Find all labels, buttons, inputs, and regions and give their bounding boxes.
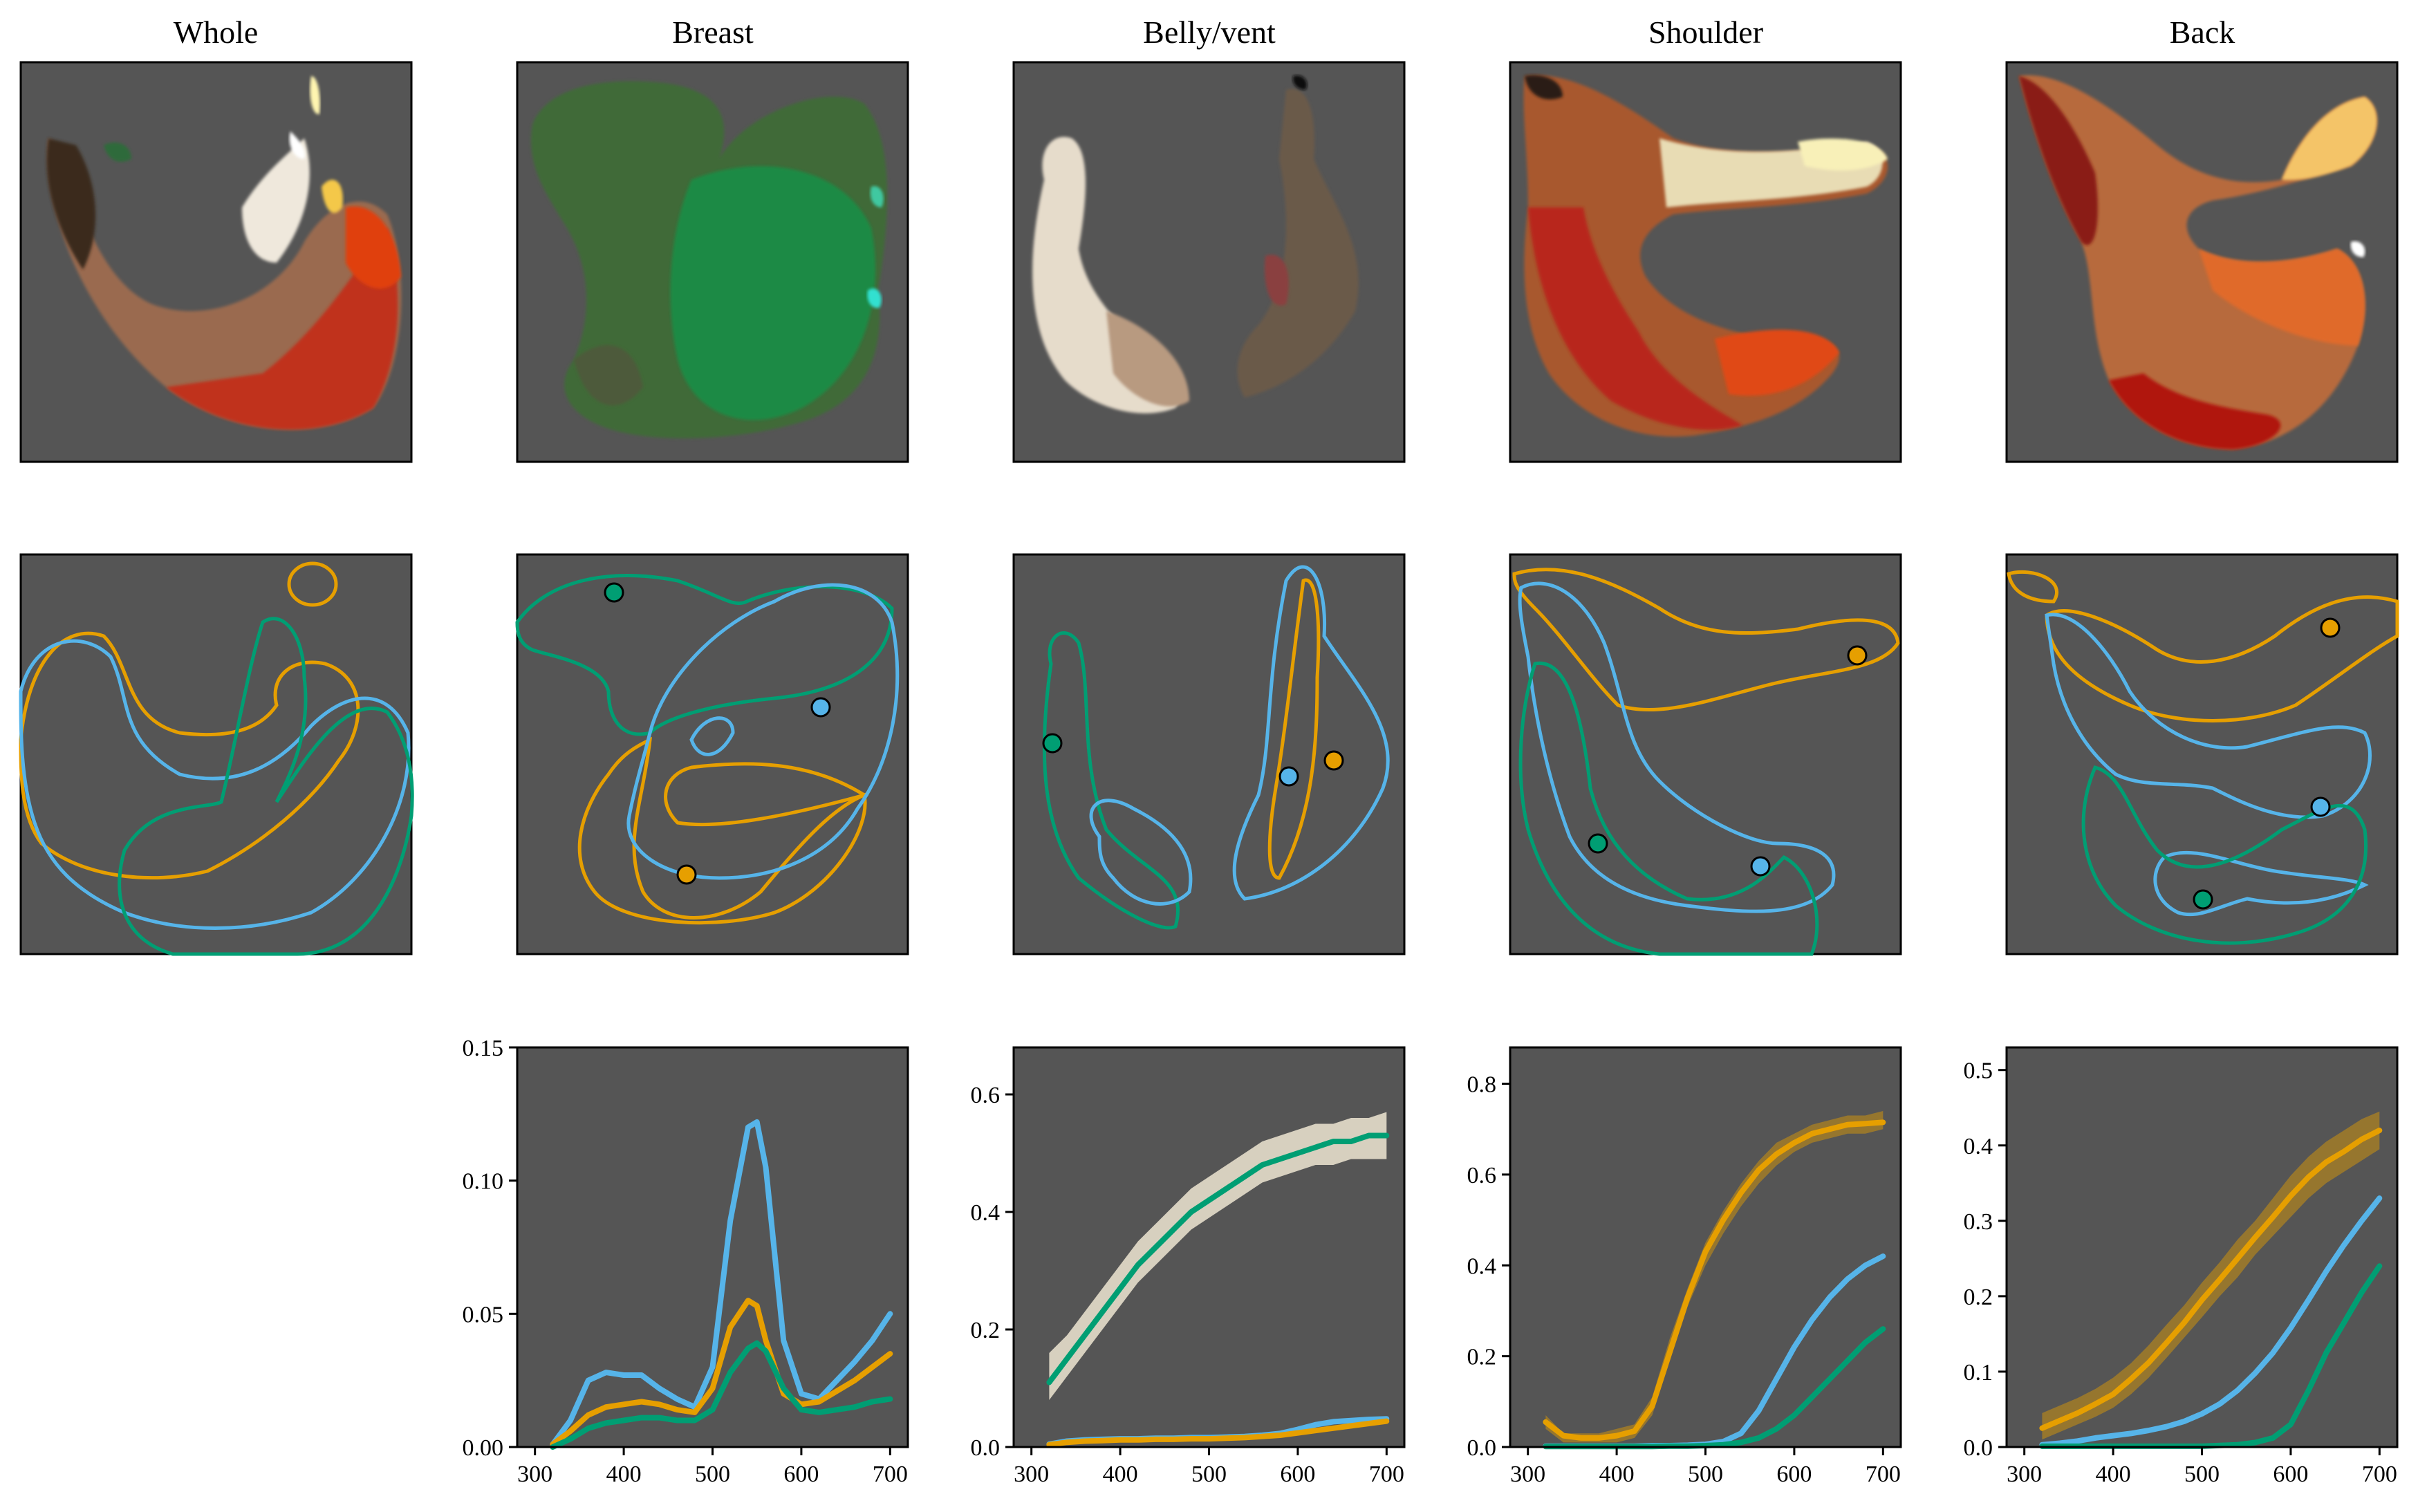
spectrum-chart-shoulder: 300 400 500 600 700 0.0 0.2 0.4 0.6 0.8 [1467,1046,1902,1487]
x-tick-label: 300 [517,1462,552,1487]
contour-panel-shoulder [1509,553,1902,956]
color-cloud-belly-vent [1012,61,1406,463]
y-tick-label: 0.3 [1964,1209,1993,1235]
column-title-belly-vent: Belly/vent [1143,15,1276,50]
x-tick-label: 300 [1014,1462,1049,1487]
y-tick-label: 0.4 [1964,1134,1993,1159]
color-cloud-whole [19,61,413,463]
spectrum-chart-back: 300 400 500 600 700 0.0 0.1 0.2 0.3 0.4 0.5 [1964,1046,2399,1487]
x-tick-label: 400 [1599,1462,1635,1487]
y-tick-label: 0.2 [971,1318,1001,1343]
y-tick-label: 0.1 [1964,1360,1993,1385]
y-tick-label: 0.4 [971,1200,1001,1226]
y-tick-label: 0.15 [463,1036,504,1061]
y-tick-label: 0.00 [463,1435,504,1461]
contour-panel-belly-vent [1012,553,1406,955]
series-line-green [1046,1132,1390,1385]
y-tick-label: 0.8 [1467,1072,1497,1098]
x-tick-label: 700 [1866,1462,1901,1487]
y-tick-label: 0.5 [1964,1058,1993,1084]
x-tick-label: 400 [606,1462,642,1487]
y-tick-label: 0.6 [1467,1163,1497,1188]
column-title-back: Back [2170,15,2235,50]
plot-area [1014,1047,1404,1447]
contour-panel-back [2005,553,2399,955]
y-tick-label: 0.6 [971,1083,1001,1108]
x-tick-label: 500 [1688,1462,1723,1487]
series-line-orange [1046,1418,1390,1448]
color-cloud-back [2005,61,2399,463]
series-line-blue [550,1119,893,1448]
y-tick-label: 0.0 [1964,1435,1993,1461]
y-tick-label: 0.10 [463,1169,504,1195]
x-tick-label: 300 [1510,1462,1545,1487]
spectrum-chart-belly-vent: 300 400 500 600 700 0.0 0.2 0.4 0.6 [971,1046,1406,1487]
x-tick-label: 400 [1103,1462,1138,1487]
column-title-shoulder: Shoulder [1648,15,1763,50]
contour-panel-whole [19,553,414,956]
y-tick-label: 0.0 [971,1435,1001,1461]
spectrum-chart-breast: 300 400 500 600 700 0.00 0.05 0.10 0.15 [463,1036,909,1487]
y-tick-label: 0.4 [1467,1253,1497,1279]
y-tick-label: 0.05 [463,1302,504,1327]
x-tick-label: 700 [873,1462,908,1487]
color-cloud-shoulder [1509,61,1902,463]
y-tick-label: 0.2 [1467,1345,1497,1370]
series-line-green [550,1340,893,1450]
x-tick-label: 600 [783,1462,819,1487]
series-line-blue [2039,1195,2383,1448]
contour-panel-breast [515,553,909,955]
x-tick-label: 500 [1191,1462,1227,1487]
x-tick-label: 700 [2362,1462,2397,1487]
series-line-orange [1543,1119,1886,1441]
x-tick-label: 600 [1280,1462,1315,1487]
color-cloud-breast [516,61,909,463]
x-tick-label: 300 [2007,1462,2042,1487]
column-title-whole: Whole [174,15,259,50]
x-tick-label: 600 [2273,1462,2308,1487]
plot-area [2007,1047,2397,1447]
series-line-orange [2039,1128,2383,1431]
column-title-breast: Breast [672,15,754,50]
x-tick-label: 500 [695,1462,730,1487]
series-line-orange [550,1298,893,1448]
y-tick-label: 0.2 [1964,1285,1993,1310]
x-tick-label: 700 [1369,1462,1404,1487]
x-tick-label: 400 [2096,1462,2131,1487]
x-tick-label: 600 [1776,1462,1812,1487]
x-tick-label: 500 [2184,1462,2220,1487]
y-tick-label: 0.0 [1467,1435,1497,1461]
